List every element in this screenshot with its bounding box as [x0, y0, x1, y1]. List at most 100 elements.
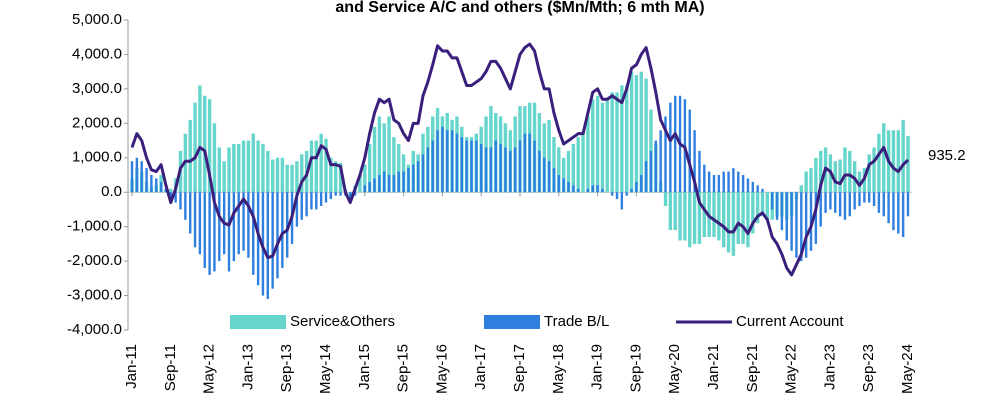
- bar: [635, 181, 638, 193]
- bar: [732, 168, 735, 193]
- bar: [421, 154, 425, 193]
- bar: [634, 75, 639, 193]
- y-tick-label: 0.0: [101, 183, 122, 200]
- bar: [387, 116, 391, 193]
- bar: [906, 192, 910, 217]
- bar: [726, 192, 731, 253]
- bar: [275, 157, 280, 193]
- bar: [824, 192, 827, 213]
- bar: [892, 192, 895, 231]
- bar: [246, 140, 251, 193]
- legend-label: Trade B/L: [544, 313, 609, 330]
- bar: [174, 192, 177, 203]
- bar: [247, 192, 250, 258]
- bar: [829, 192, 832, 210]
- bar: [460, 137, 463, 193]
- bar: [367, 144, 372, 193]
- bar: [857, 171, 862, 193]
- bar: [324, 192, 328, 203]
- bar: [819, 192, 822, 227]
- x-tick-label: Jan-13: [239, 344, 256, 390]
- bar: [664, 116, 667, 193]
- bar: [436, 130, 439, 193]
- bar: [339, 192, 342, 196]
- bar: [557, 147, 561, 193]
- bar: [572, 185, 575, 193]
- bar: [203, 192, 206, 268]
- bar: [382, 123, 386, 193]
- bar: [169, 192, 172, 200]
- bar: [625, 85, 629, 193]
- bar: [663, 192, 668, 206]
- bar: [693, 130, 696, 193]
- bar: [591, 99, 595, 193]
- bar: [523, 133, 527, 193]
- bar: [688, 109, 691, 193]
- x-tick-label: Sep-17: [511, 344, 528, 392]
- bar: [179, 192, 182, 210]
- bar: [193, 192, 197, 248]
- bar: [615, 92, 619, 193]
- bar: [853, 192, 856, 210]
- bar: [557, 175, 560, 193]
- bar: [838, 192, 842, 217]
- bar: [528, 133, 531, 193]
- bar: [722, 192, 726, 248]
- bar: [688, 192, 692, 248]
- bar: [630, 188, 633, 193]
- y-tick-label: -2,000.0: [67, 252, 122, 269]
- bar: [217, 147, 221, 193]
- bar: [702, 192, 706, 237]
- bar: [703, 164, 706, 193]
- bar: [644, 161, 648, 193]
- bar: [338, 162, 343, 193]
- bar: [252, 192, 255, 275]
- bar: [155, 178, 158, 193]
- bar: [552, 168, 556, 193]
- bar: [877, 192, 881, 213]
- legend-swatch: [230, 315, 286, 329]
- bar: [800, 192, 803, 262]
- bar: [193, 102, 197, 193]
- bar: [814, 157, 818, 193]
- end-label: 935.2: [928, 147, 966, 164]
- bar: [799, 185, 803, 193]
- bar: [504, 147, 507, 193]
- bar: [489, 147, 493, 193]
- bar: [897, 192, 900, 234]
- bar: [455, 133, 459, 193]
- bar: [707, 171, 711, 193]
- bar: [378, 175, 381, 193]
- bar: [698, 150, 701, 193]
- bar: [237, 192, 240, 255]
- bar: [281, 192, 284, 268]
- bar: [509, 150, 512, 193]
- bar: [372, 126, 377, 193]
- bar: [717, 175, 721, 193]
- x-tick-label: May-24: [899, 344, 916, 394]
- bar: [135, 157, 139, 193]
- x-tick-label: Jan-21: [705, 344, 722, 390]
- bar: [159, 181, 163, 193]
- x-tick-label: May-18: [550, 344, 567, 394]
- bar: [629, 71, 634, 193]
- bar: [237, 144, 241, 193]
- bar: [266, 150, 270, 193]
- bar: [270, 159, 275, 193]
- y-tick-label: 5,000.0: [72, 11, 122, 28]
- bar: [771, 192, 774, 210]
- bar: [353, 192, 357, 196]
- bar: [276, 192, 279, 279]
- bar: [358, 175, 362, 193]
- bar: [241, 140, 246, 193]
- bar: [775, 192, 779, 220]
- bar: [319, 133, 323, 193]
- bar: [261, 144, 265, 193]
- bar: [595, 95, 600, 193]
- bar: [431, 140, 434, 193]
- x-tick-label: Jan-15: [356, 344, 373, 390]
- bar: [746, 178, 750, 193]
- x-tick-label: May-22: [783, 344, 800, 394]
- bar: [785, 192, 788, 241]
